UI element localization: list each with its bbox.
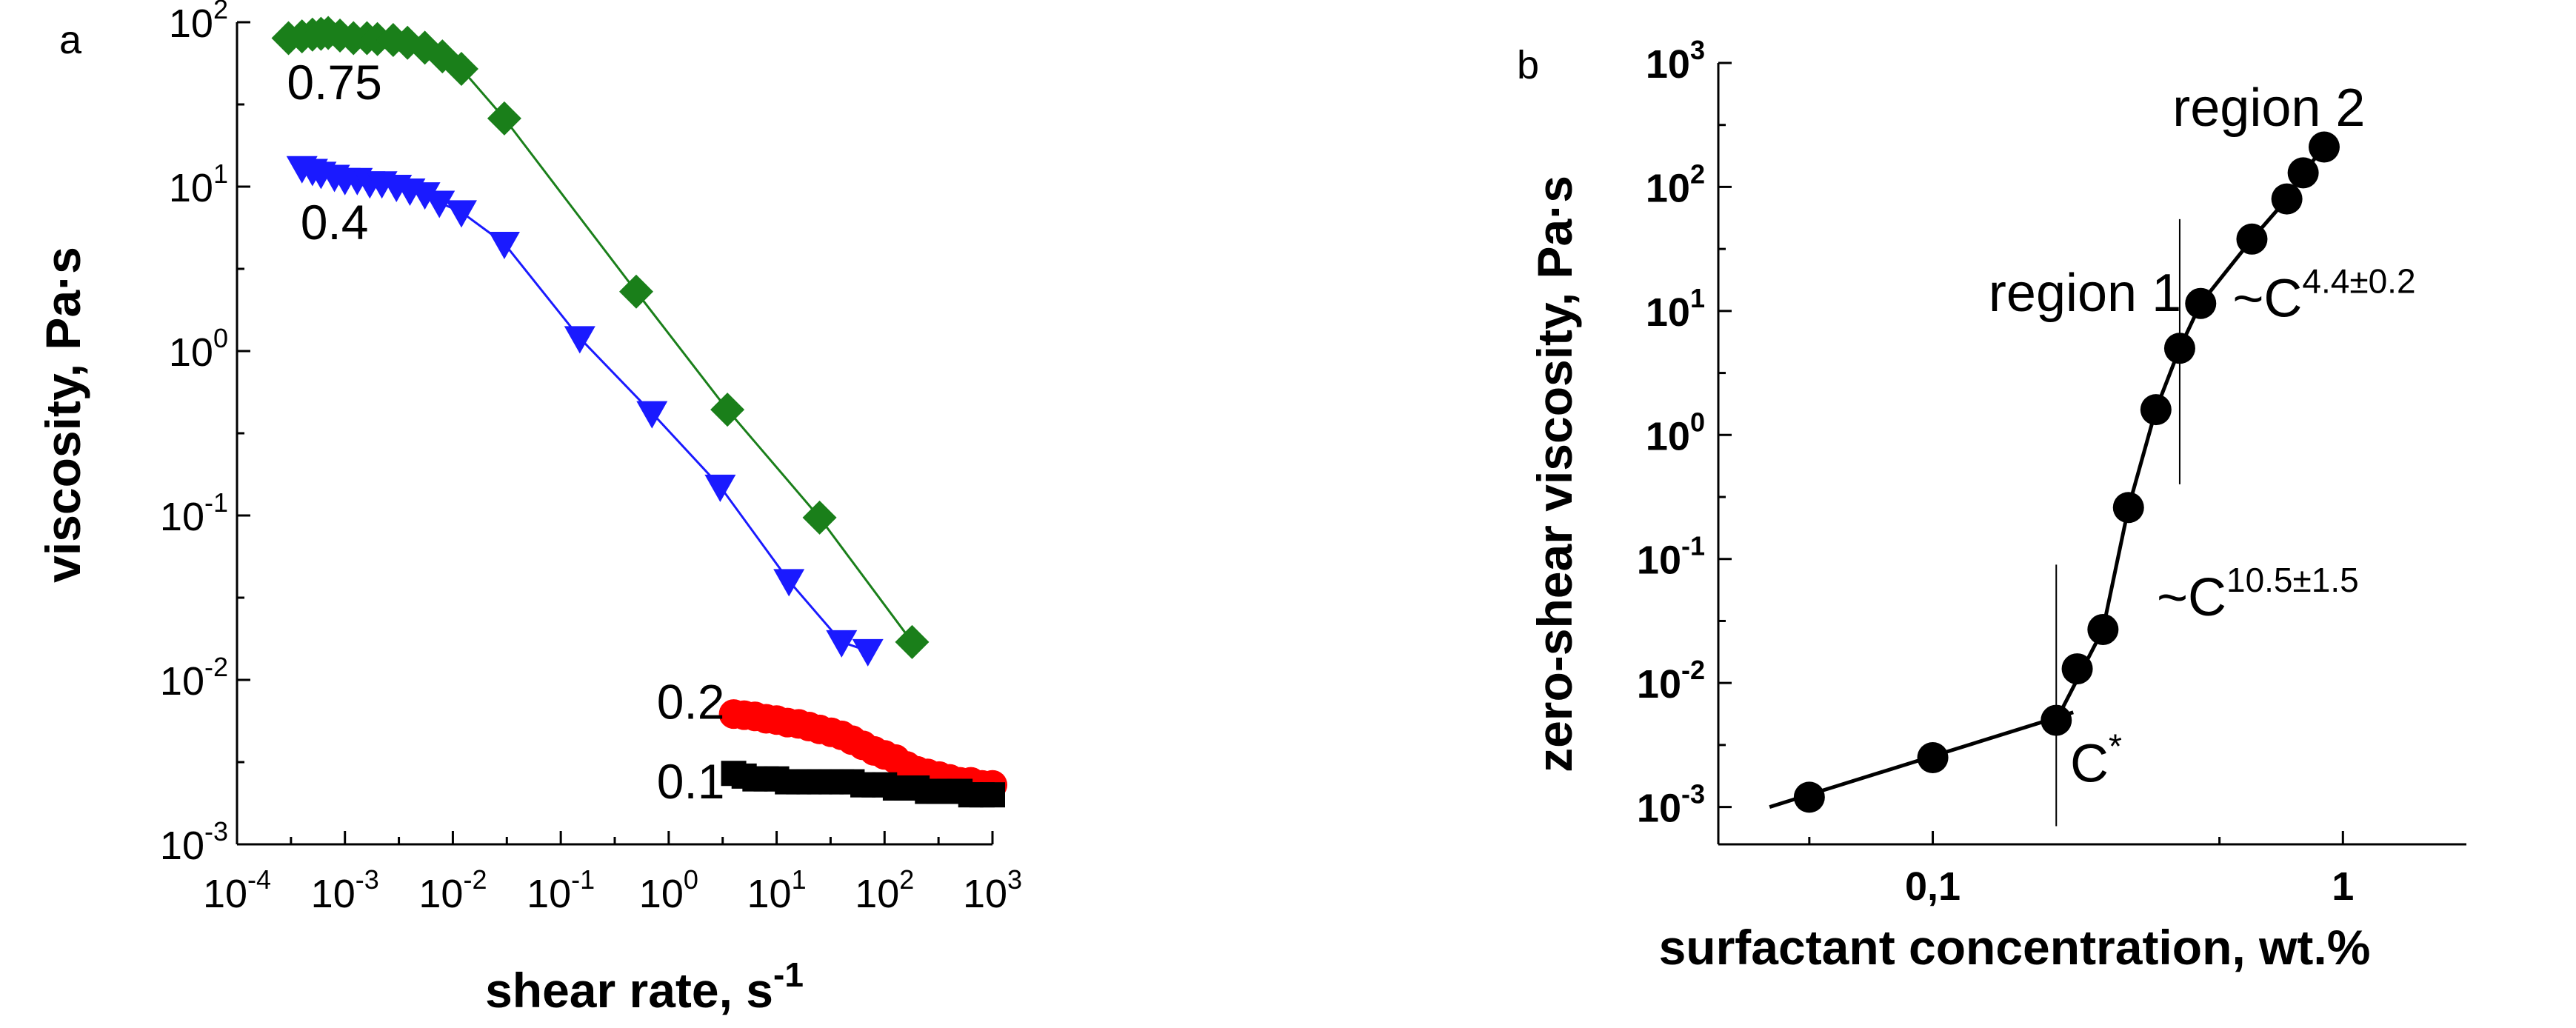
data-point-0.4	[409, 182, 441, 210]
data-point-0.4	[488, 231, 520, 259]
data-point	[2236, 223, 2268, 255]
data-point-0.4	[564, 326, 595, 354]
data-point-0.4	[424, 190, 456, 218]
panel-a-letter: a	[59, 18, 82, 62]
panel-b-x-tick-label: 0,1	[1905, 864, 1961, 909]
data-point-0.75	[376, 22, 410, 57]
panel-b-x-tick-label: 1	[2332, 864, 2354, 909]
panel-a-series-lines	[288, 31, 913, 652]
data-point-0.4	[826, 630, 858, 658]
panel-b-y-tick-label: 100	[1646, 407, 1705, 458]
data-point	[2087, 613, 2119, 645]
panel-a-series-labels: 0.75 0.4 0.2 0.1	[287, 55, 724, 809]
data-point	[2061, 653, 2093, 685]
panel-b-markers	[1793, 131, 2340, 813]
data-point-0.1	[980, 782, 1005, 808]
data-point	[1917, 741, 1949, 773]
panel-a-y-tick-label: 10-2	[160, 652, 228, 704]
panel-b-axes: 0,1 1 10-3 10-2 10-1 100 101 102 103	[1637, 35, 2466, 909]
annotation-1: region 2	[2172, 79, 2365, 138]
data-point-0.4	[704, 474, 736, 502]
panel-b-y-tick-label: 101	[1646, 283, 1705, 335]
panel-a-y-tick-label: 10-1	[160, 487, 228, 539]
panel-a-x-tick-label: 102	[855, 864, 914, 916]
panel-a-x-tick-label: 100	[639, 864, 698, 916]
panel-a-y-tick-label: 10-3	[160, 816, 228, 868]
panel-b-x-axis-title: surfactant concentration, wt.%	[1659, 920, 2371, 975]
panel-b-y-axis-title: zero-shear viscosity, Pa·s	[1527, 176, 1582, 772]
panel-b-y-tick-label: 103	[1646, 35, 1705, 87]
panel-b-y-tick-label: 102	[1646, 158, 1705, 210]
data-point-0.4	[636, 401, 668, 429]
series-label-0.4: 0.4	[301, 195, 369, 250]
panel-a-x-axis-title: shear rate, s-1	[485, 955, 804, 1018]
data-point-0.4	[773, 569, 805, 597]
data-point	[1793, 781, 1825, 813]
data-point	[2140, 394, 2172, 426]
panel-b-y-tick-label: 10-3	[1637, 779, 1705, 831]
panel-a-x-tick-label: 10-3	[311, 864, 379, 916]
panel-a-y-axis-title: viscosity, Pa·s	[36, 247, 90, 583]
data-point	[2287, 157, 2319, 189]
data-point-0.75	[802, 500, 837, 535]
panel-a: a 10-4 10-3 10-2 10-1 100 101 102 10310-310-210…	[36, 0, 1022, 1018]
panel-b-letter: b	[1517, 43, 1539, 87]
data-point	[2185, 287, 2217, 319]
series-label-0.2: 0.2	[657, 675, 725, 730]
data-point-0.75	[710, 393, 745, 427]
data-point	[2041, 704, 2072, 736]
annotation-5: C*	[2070, 727, 2122, 793]
data-point-0.75	[618, 274, 653, 309]
panel-a-x-tick-label: 10-1	[527, 864, 595, 916]
panel-a-x-tick-label: 10-4	[203, 864, 271, 916]
series-line-0.75	[288, 31, 913, 643]
panel-b-y-tick-label: 10-2	[1637, 655, 1705, 707]
annotation-4: ~C10.5±1.5	[2157, 561, 2359, 627]
data-point	[2112, 492, 2144, 524]
series-label-0.1: 0.1	[657, 754, 725, 809]
panel-b-y-tick-label: 10-1	[1637, 531, 1705, 583]
panel-a-x-tick-label: 103	[963, 864, 1022, 916]
panel-b-annotations: region 2 region 1 ~C4.4±0.2 ~C10.5±1.5 C*	[1989, 79, 2416, 793]
data-point-0.4	[852, 638, 884, 667]
data-point	[2308, 131, 2340, 163]
panel-a-y-tick-label: 100	[169, 323, 228, 375]
data-point-0.75	[487, 101, 521, 136]
panel-a-x-tick-label: 101	[747, 864, 807, 916]
panel-a-y-tick-label: 101	[169, 158, 228, 210]
panel-a-markers	[271, 16, 1007, 808]
panel-a-y-tick-label: 102	[169, 0, 228, 46]
data-point-0.75	[895, 624, 930, 659]
data-point-0.75	[444, 52, 478, 87]
annotation-3: ~C4.4±0.2	[2232, 262, 2415, 329]
data-point	[2271, 183, 2303, 215]
data-point	[2163, 333, 2195, 364]
annotation-2: region 1	[1989, 264, 2181, 323]
panel-a-x-tick-label: 10-2	[418, 864, 487, 916]
data-point-0.4	[445, 200, 477, 228]
series-label-0.75: 0.75	[287, 55, 381, 110]
panel-a-axes: 10-4 10-3 10-2 10-1 100 101 102 10310-310-210-1…	[160, 0, 1022, 916]
